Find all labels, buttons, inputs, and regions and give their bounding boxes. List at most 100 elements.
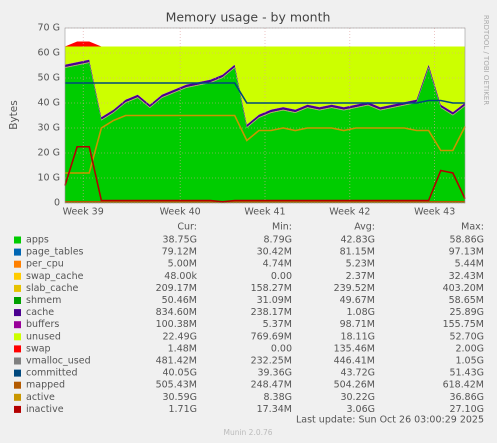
area bbox=[65, 59, 465, 128]
stats-value: 27.10G bbox=[449, 404, 484, 415]
stats-value: 49.67M bbox=[340, 295, 375, 306]
stats-value: 31.09M bbox=[257, 295, 292, 306]
stats-value: 135.46M bbox=[334, 343, 375, 354]
stats-value: 504.26M bbox=[334, 380, 375, 391]
legend-label: committed bbox=[26, 368, 78, 379]
side-text: RRDTOOL / TOBI OETIKER bbox=[482, 15, 490, 105]
stats-value: 1.08G bbox=[346, 307, 375, 318]
legend-label: vmalloc_used bbox=[26, 356, 91, 367]
y-tick-label: 70 G bbox=[38, 23, 60, 34]
legend-label: shmem bbox=[26, 295, 61, 306]
legend-label: cache bbox=[26, 307, 54, 318]
stats-value: 32.43M bbox=[449, 271, 484, 282]
legend-label: page_tables bbox=[26, 247, 84, 258]
y-axis-label: Bytes bbox=[8, 100, 20, 129]
stats-header: Max: bbox=[461, 222, 484, 233]
y-tick-label: 10 G bbox=[38, 173, 60, 184]
legend-swatch bbox=[14, 381, 21, 389]
y-tick-label: 40 G bbox=[38, 98, 60, 109]
legend-label: mapped bbox=[26, 380, 65, 391]
stats-value: 17.34M bbox=[257, 404, 292, 415]
stats-value: 18.11G bbox=[340, 331, 375, 342]
legend-label: unused bbox=[26, 331, 61, 342]
legend-swatch bbox=[14, 369, 21, 377]
stats-value: 769.69M bbox=[251, 331, 292, 342]
stats-value: 5.37M bbox=[263, 319, 292, 330]
x-tick-label: Week 42 bbox=[329, 207, 370, 218]
legend-swatch bbox=[14, 309, 21, 317]
stats-value: 8.38G bbox=[263, 392, 292, 403]
legend-label: per_cpu bbox=[26, 259, 64, 270]
legend-swatch bbox=[14, 333, 21, 341]
x-tick-label: Week 41 bbox=[244, 207, 285, 218]
stats-value: 36.86G bbox=[449, 392, 484, 403]
stats-value: 5.44M bbox=[455, 259, 484, 270]
legend-swatch bbox=[14, 297, 21, 304]
chart-title: Memory usage - by month bbox=[166, 10, 331, 25]
stats-value: 43.72G bbox=[340, 368, 375, 379]
stats-value: 0.00 bbox=[271, 271, 292, 282]
stats-value: 52.70G bbox=[449, 331, 484, 342]
stats-value: 155.75M bbox=[443, 319, 484, 330]
stats-value: 8.79G bbox=[263, 235, 292, 246]
legend-swatch bbox=[14, 345, 21, 353]
stats-value: 248.47M bbox=[251, 380, 292, 391]
stats-value: 1.05G bbox=[455, 356, 484, 367]
stats-value: 834.60M bbox=[156, 307, 197, 318]
stats-value: 209.17M bbox=[156, 283, 197, 294]
stats-value: 97.13M bbox=[449, 247, 484, 258]
stats-value: 5.23M bbox=[346, 259, 375, 270]
legend-swatch bbox=[14, 284, 21, 292]
stats-value: 58.86G bbox=[449, 235, 484, 246]
stats-value: 51.43G bbox=[449, 368, 484, 379]
line bbox=[65, 82, 465, 104]
stats-value: 30.42M bbox=[257, 247, 292, 258]
legend-swatch bbox=[14, 260, 21, 268]
stats-value: 0.00 bbox=[271, 343, 292, 354]
stats-value: 238.17M bbox=[251, 307, 292, 318]
stats-value: 446.41M bbox=[334, 356, 375, 367]
stats-header: Avg: bbox=[354, 222, 375, 233]
legend-label: slab_cache bbox=[26, 283, 78, 294]
stats-value: 4.74M bbox=[263, 259, 292, 270]
legend-label: swap_cache bbox=[26, 271, 84, 282]
footer: Last update: Sun Oct 26 03:00:29 2025 bbox=[296, 415, 484, 426]
stats-value: 403.20M bbox=[443, 283, 484, 294]
plot-frame bbox=[64, 27, 466, 204]
y-tick-label: 50 G bbox=[38, 73, 60, 84]
legend-swatch bbox=[14, 248, 21, 256]
stats-value: 239.52M bbox=[334, 283, 375, 294]
stats-value: 22.49G bbox=[162, 331, 197, 342]
stats-value: 1.48M bbox=[168, 343, 197, 354]
stats-value: 42.83G bbox=[340, 235, 375, 246]
legend-swatch bbox=[14, 321, 21, 329]
stats-value: 39.36G bbox=[257, 368, 292, 379]
legend-label: inactive bbox=[26, 404, 64, 415]
stats-value: 38.75G bbox=[162, 235, 197, 246]
line bbox=[65, 114, 466, 174]
stats-value: 58.65M bbox=[449, 295, 484, 306]
stats-value: 1.71G bbox=[168, 404, 197, 415]
legend-label: active bbox=[26, 392, 55, 403]
stats-value: 81.15M bbox=[340, 247, 375, 258]
stats-value: 3.06G bbox=[346, 404, 375, 415]
stats-value: 158.27M bbox=[251, 283, 292, 294]
y-tick-label: 0 bbox=[54, 198, 60, 209]
x-tick-label: Week 43 bbox=[414, 207, 455, 218]
stats-value: 30.59G bbox=[162, 392, 197, 403]
y-tick-label: 30 G bbox=[38, 123, 60, 134]
x-tick-label: Week 40 bbox=[160, 207, 201, 218]
legend-label: swap bbox=[26, 343, 51, 354]
version: Munin 2.0.76 bbox=[223, 428, 272, 437]
stats-value: 481.42M bbox=[156, 356, 197, 367]
stats-value: 100.38M bbox=[156, 319, 197, 330]
stats-value: 98.71M bbox=[340, 319, 375, 330]
stats-value: 79.12M bbox=[162, 247, 197, 258]
stats-value: 232.25M bbox=[251, 356, 292, 367]
legend-label: buffers bbox=[26, 319, 59, 330]
line bbox=[64, 145, 466, 203]
legend-label: apps bbox=[26, 235, 49, 246]
legend-swatch bbox=[14, 357, 21, 365]
y-tick-label: 20 G bbox=[38, 148, 60, 159]
